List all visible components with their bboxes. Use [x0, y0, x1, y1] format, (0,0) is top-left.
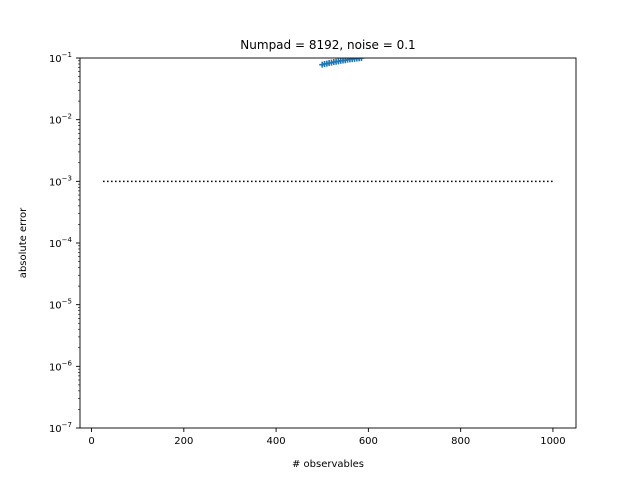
chart-title: Numpad = 8192, noise = 0.1 — [240, 38, 415, 52]
y-tick-label: 10−3 — [49, 174, 72, 188]
x-tick-label: 400 — [267, 436, 286, 447]
x-axis: 0 200 400 600 800 1000 — [88, 428, 566, 447]
series-layer — [103, 58, 553, 183]
x-axis-label: # observables — [292, 459, 364, 470]
y-tick-label: 10−4 — [49, 236, 73, 250]
y-tick-label: 10−7 — [49, 421, 72, 435]
y-axis: 10−7 10−6 10−5 10−4 10−3 10−2 10−1 — [49, 51, 80, 435]
y-tick-label: 10−1 — [49, 51, 72, 65]
x-tick-label: 1000 — [540, 436, 565, 447]
x-tick-label: 200 — [174, 436, 193, 447]
y-tick-label: 10−2 — [49, 113, 72, 127]
x-tick-label: 600 — [359, 436, 378, 447]
y-tick-label: 10−5 — [49, 298, 72, 312]
plot-frame — [79, 57, 577, 429]
data-point — [358, 58, 365, 61]
x-tick-label: 800 — [451, 436, 470, 447]
y-axis-label: absolute error — [18, 207, 29, 278]
x-tick-label: 0 — [88, 436, 94, 447]
y-tick-label: 10−6 — [49, 359, 73, 373]
plot-area — [103, 58, 553, 183]
